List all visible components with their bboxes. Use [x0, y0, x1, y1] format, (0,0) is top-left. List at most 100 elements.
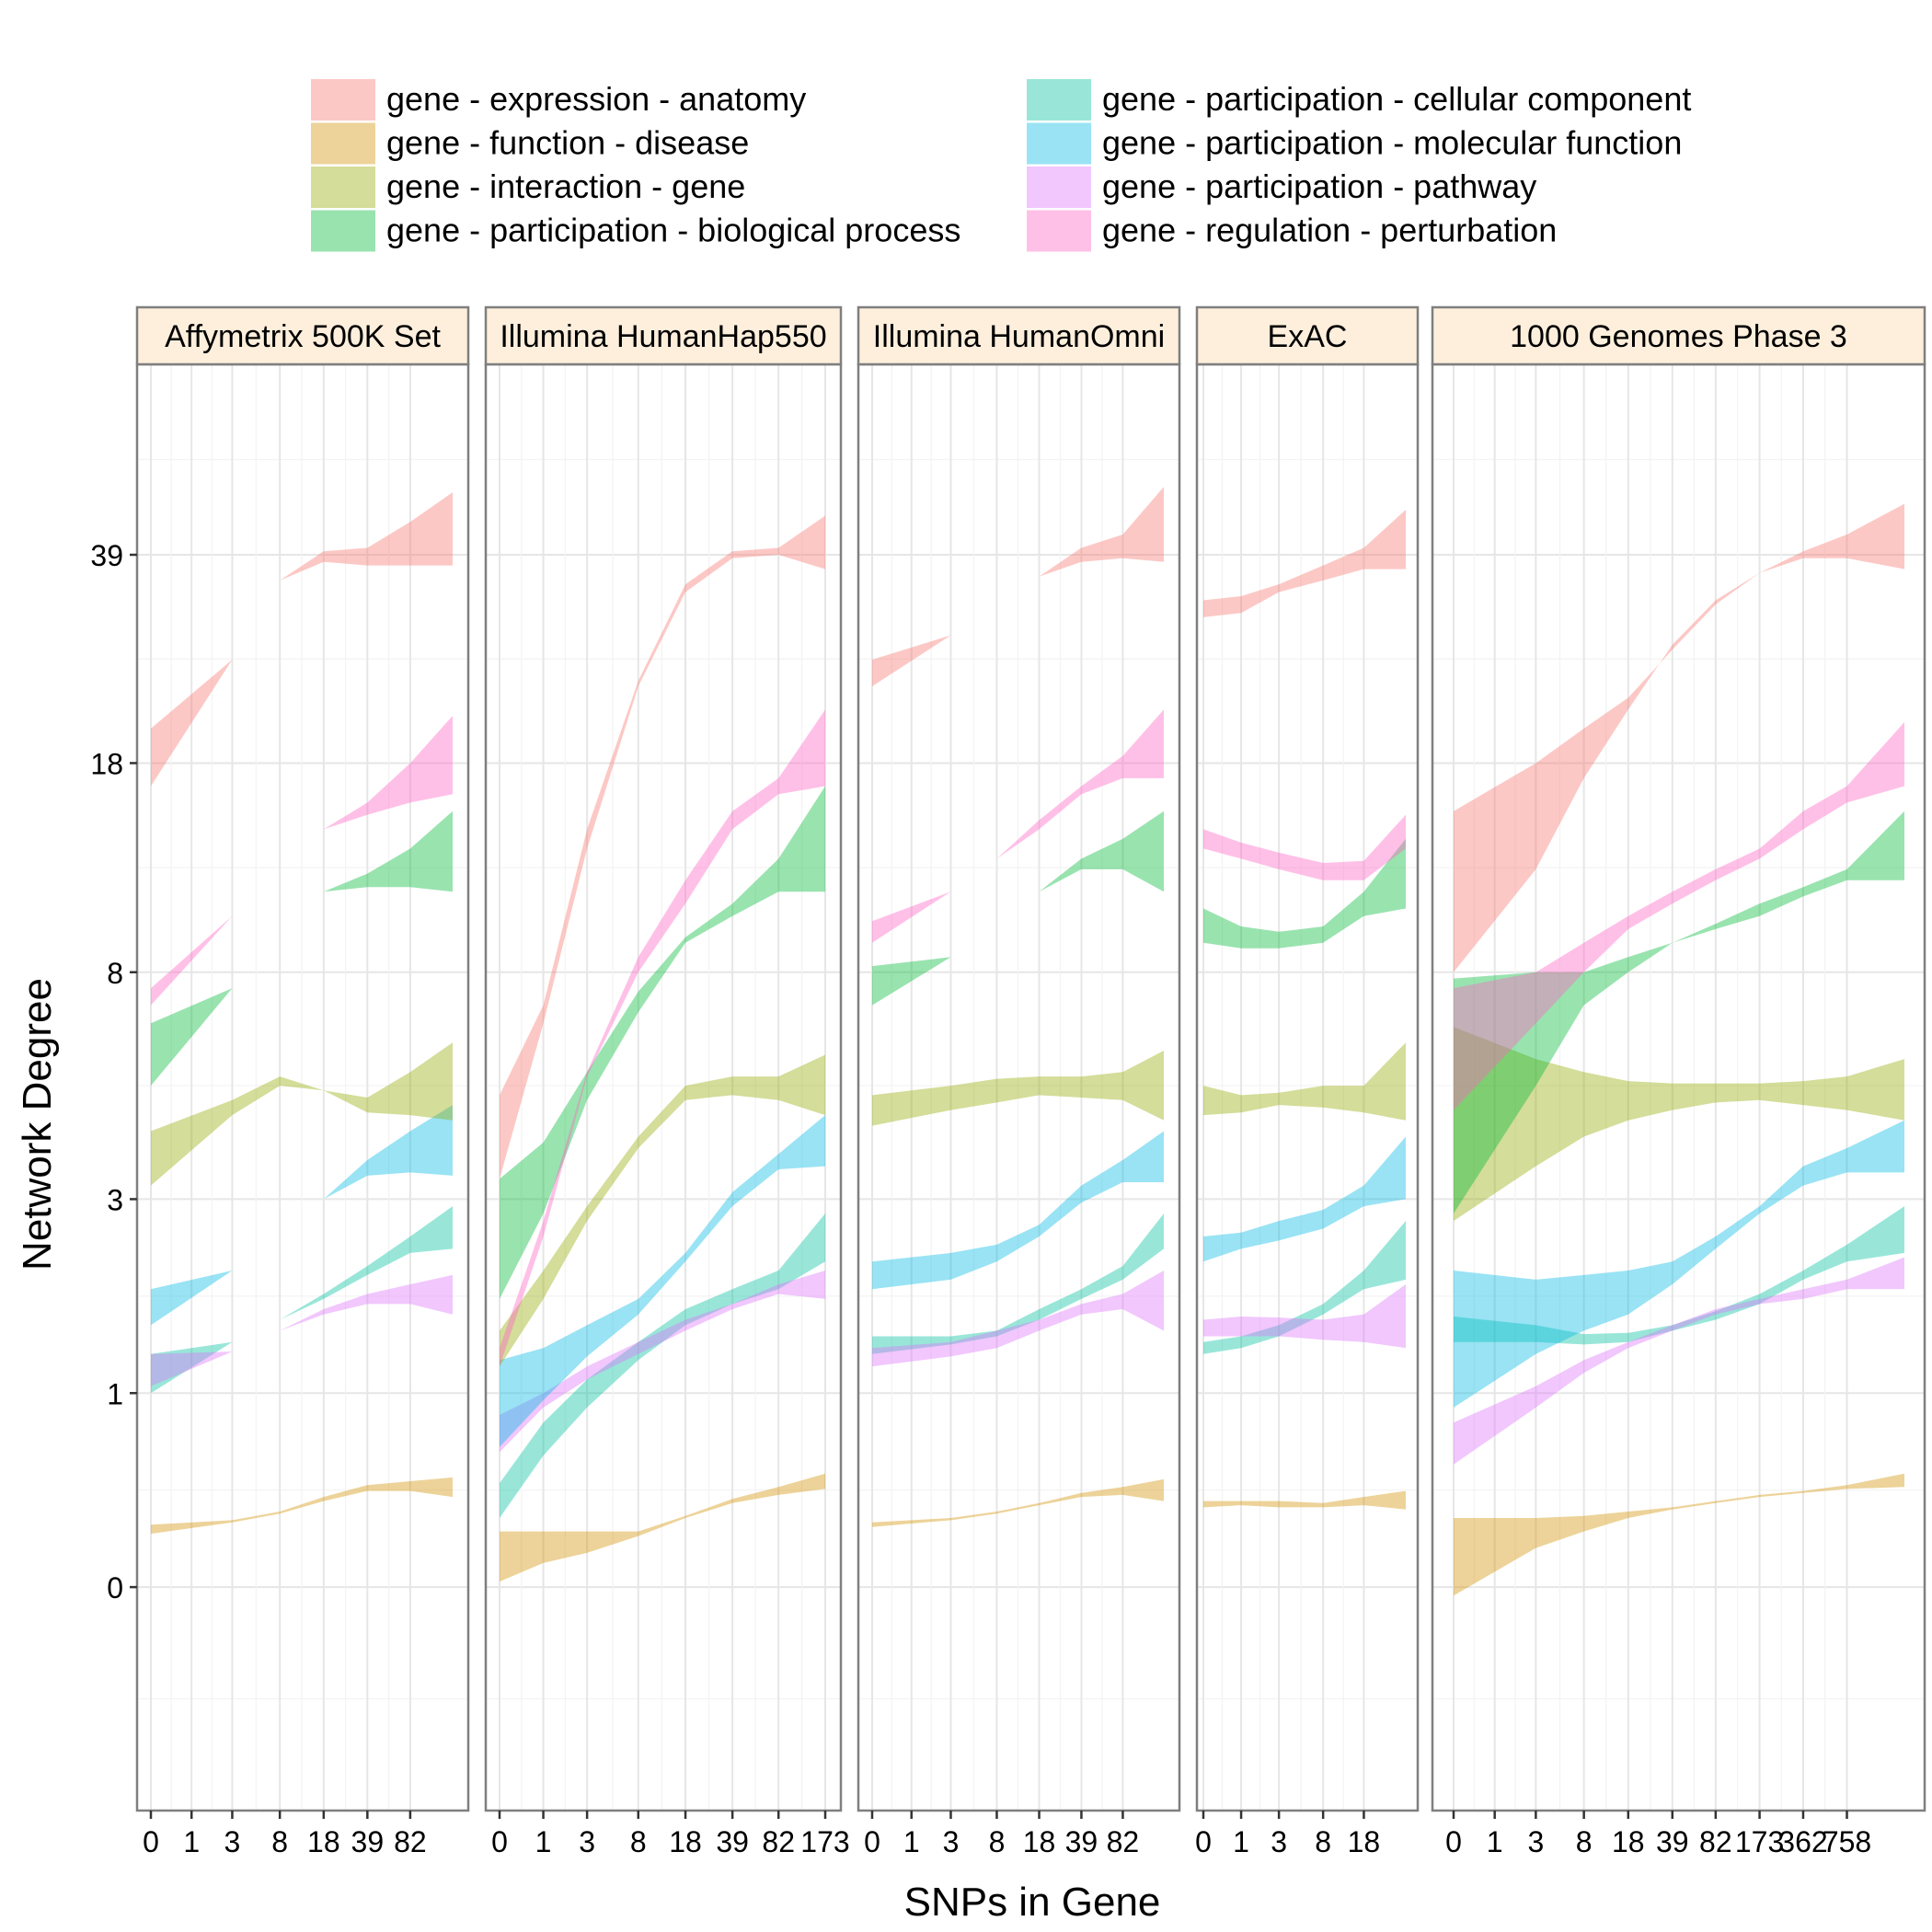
ribbon-pathway — [151, 1274, 453, 1386]
legend-label-pathway: gene - participation - pathway — [1102, 167, 1536, 205]
legend-key-molfunc — [1027, 122, 1091, 165]
x-axis-title: SNPs in Gene — [904, 1880, 1161, 1925]
ribbon-disease — [151, 1477, 453, 1535]
legend-key-anatomy — [311, 79, 375, 121]
x-tick-label-39: 39 — [716, 1825, 749, 1858]
x-tick-label-82: 82 — [394, 1825, 427, 1858]
ribbon-disease — [1454, 1473, 1904, 1596]
ribbons — [872, 487, 1164, 1527]
ribbon-gene — [872, 1051, 1164, 1126]
x-axis-affymetrix-500k-set: 0 1 3 8 18 39 82 — [143, 1811, 427, 1858]
ribbon-gene — [151, 1042, 453, 1186]
panel-grid — [1432, 364, 1925, 1811]
facet-strip: Illumina HumanHap550 — [484, 305, 843, 366]
ribbon-bioproc — [1203, 838, 1406, 949]
x-tick-label-18: 18 — [307, 1825, 340, 1858]
ribbon-anatomy — [872, 487, 1164, 686]
x-tick-label-1: 1 — [1487, 1825, 1503, 1858]
legend-key-disease — [311, 122, 375, 165]
x-tick-label-758: 758 — [1823, 1825, 1871, 1858]
x-tick-label-1: 1 — [1233, 1825, 1249, 1858]
panel-grid — [486, 364, 841, 1811]
legend: gene - expression - anatomy gene - functi… — [311, 79, 1691, 252]
ribbon-anatomy — [151, 492, 453, 787]
x-tick-label-8: 8 — [989, 1825, 1006, 1858]
ribbon-pathway — [872, 1271, 1164, 1367]
ribbon-gene — [1454, 1027, 1904, 1222]
x-tick-label-82: 82 — [1107, 1825, 1140, 1858]
facet-strip-background — [1431, 305, 1926, 366]
legend-label-anatomy: gene - expression - anatomy — [386, 80, 806, 118]
facet-title-illumina-humanomni: Illumina HumanOmni — [873, 319, 1165, 354]
facet-strip-background — [484, 305, 843, 366]
facet-illumina-humanomni: Illumina HumanOmni 0 1 3 8 18 39 82 — [857, 305, 1181, 1858]
ribbon-molfunc — [500, 1115, 825, 1447]
legend-label-gene: gene - interaction - gene — [386, 167, 745, 205]
panel-background — [486, 364, 841, 1811]
x-tick-label-18: 18 — [1348, 1825, 1381, 1858]
x-tick-label-0: 0 — [143, 1825, 159, 1858]
facet-strip: Affymetrix 500K Set — [135, 305, 470, 366]
facet-strip: ExAC — [1195, 305, 1420, 366]
x-axis-exac: 0 1 3 8 18 — [1195, 1811, 1380, 1858]
facet-strip-background — [1195, 305, 1420, 366]
ribbon-molfunc — [1454, 1120, 1904, 1408]
x-tick-label-1: 1 — [535, 1825, 552, 1858]
ribbon-perturb — [1203, 814, 1406, 880]
x-tick-label-18: 18 — [1023, 1825, 1056, 1858]
facet-strip: Illumina HumanOmni — [857, 305, 1181, 366]
ribbon-cellcomp — [1203, 1221, 1406, 1354]
x-tick-label-3: 3 — [579, 1825, 595, 1858]
x-tick-label-3: 3 — [943, 1825, 960, 1858]
ribbon-gene — [1203, 1042, 1406, 1121]
x-axis-illumina-humanhap550: 0 1 3 8 18 39 82 173 — [491, 1811, 850, 1858]
x-tick-label-39: 39 — [1065, 1825, 1098, 1858]
y-tick-label-8: 8 — [107, 957, 123, 990]
ribbon-perturb — [500, 709, 825, 1367]
ribbon-disease — [872, 1478, 1164, 1527]
legend-key-perturb — [1027, 210, 1091, 252]
y-tick-label-0: 0 — [107, 1571, 123, 1604]
x-tick-label-0: 0 — [491, 1825, 508, 1858]
ribbon-disease — [500, 1473, 825, 1582]
x-tick-label-3: 3 — [1271, 1825, 1287, 1858]
panel-grid — [137, 364, 468, 1811]
panel-background — [1432, 364, 1925, 1811]
x-tick-label-18: 18 — [669, 1825, 702, 1858]
x-tick-label-1: 1 — [903, 1825, 920, 1858]
ribbons — [1454, 503, 1904, 1596]
panel-background — [1197, 364, 1418, 1811]
ribbon-perturb — [872, 709, 1164, 943]
x-tick-label-82: 82 — [762, 1825, 795, 1858]
legend-label-bioproc: gene - participation - biological proces… — [386, 212, 960, 249]
facet-strip-background — [857, 305, 1181, 366]
ribbon-cellcomp — [872, 1213, 1164, 1354]
facet-exac: ExAC 0 1 3 8 18 — [1195, 305, 1420, 1858]
ribbon-pathway — [500, 1271, 825, 1453]
x-tick-label-8: 8 — [1315, 1825, 1331, 1858]
ribbons — [1203, 510, 1406, 1510]
ribbons — [500, 515, 825, 1582]
facet-title-exac: ExAC — [1268, 319, 1348, 354]
x-tick-label-0: 0 — [864, 1825, 880, 1858]
facet-affymetrix-500k-set: Affymetrix 500K Set 0 1 3 8 18 39 82 — [135, 305, 470, 1858]
ribbon-anatomy — [1454, 503, 1904, 972]
ribbon-bioproc — [151, 811, 453, 1087]
ribbon-molfunc — [1203, 1136, 1406, 1262]
y-axis-title: Network Degree — [15, 978, 60, 1271]
legend-label-perturb: gene - regulation - perturbation — [1102, 212, 1557, 249]
x-tick-label-0: 0 — [1195, 1825, 1212, 1858]
ribbon-disease — [1203, 1490, 1406, 1510]
ribbon-pathway — [1203, 1284, 1406, 1349]
panel-grid — [1197, 364, 1418, 1811]
legend-key-cellcomp — [1027, 79, 1091, 121]
facet-title-affymetrix-500k-set: Affymetrix 500K Set — [165, 319, 441, 354]
legend-label-disease: gene - function - disease — [386, 124, 749, 162]
facet-illumina-humanhap550: Illumina HumanHap550 0 1 3 8 18 39 82 173 — [484, 305, 850, 1858]
ribbon-gene — [500, 1054, 825, 1367]
ribbon-cellcomp — [500, 1213, 825, 1518]
x-tick-label-3: 3 — [224, 1825, 241, 1858]
